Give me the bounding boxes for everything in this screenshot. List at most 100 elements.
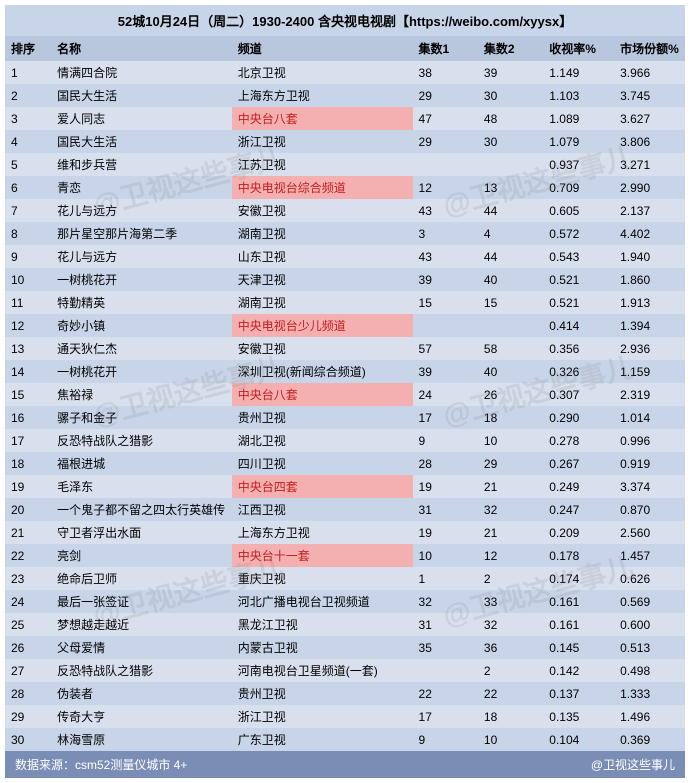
cell-e1: [413, 153, 478, 176]
cell-chan: 山东卫视: [232, 245, 413, 268]
cell-chan: 中央电视台综合频道: [232, 176, 413, 199]
cell-r2: 3.966: [614, 61, 685, 84]
cell-r2: 0.600: [614, 613, 685, 636]
cell-rank: 23: [5, 567, 51, 590]
cell-rank: 26: [5, 636, 51, 659]
cell-chan: 中央台四套: [232, 475, 413, 498]
cell-name: 花儿与远方: [51, 199, 232, 222]
cell-r1: 0.572: [543, 222, 614, 245]
cell-r1: 0.521: [543, 291, 614, 314]
cell-name: 焦裕禄: [51, 383, 232, 406]
cell-rank: 27: [5, 659, 51, 682]
cell-name: 父母爱情: [51, 636, 232, 659]
cell-e2: 18: [478, 406, 543, 429]
cell-r1: 1.149: [543, 61, 614, 84]
cell-e1: 10: [413, 544, 478, 567]
table-row: 19毛泽东中央台四套19210.2493.374: [5, 475, 685, 498]
cell-r1: 0.290: [543, 406, 614, 429]
cell-e1: 35: [413, 636, 478, 659]
cell-e2: 26: [478, 383, 543, 406]
cell-r2: 0.996: [614, 429, 685, 452]
table-row: 26父母爱情内蒙古卫视35360.1450.513: [5, 636, 685, 659]
table-row: 12奇妙小镇中央电视台少儿频道0.4141.394: [5, 314, 685, 337]
table-row: 13通天狄仁杰安徽卫视57580.3562.936: [5, 337, 685, 360]
cell-e1: 24: [413, 383, 478, 406]
cell-e2: 22: [478, 682, 543, 705]
table-row: 14一树桃花开深圳卫视(新闻综合频道)39400.3261.159: [5, 360, 685, 383]
cell-chan: 四川卫视: [232, 452, 413, 475]
cell-r1: 0.247: [543, 498, 614, 521]
cell-e1: 19: [413, 521, 478, 544]
col-share: 市场份额%: [614, 36, 685, 61]
cell-name: 梦想越走越近: [51, 613, 232, 636]
cell-r1: 1.079: [543, 130, 614, 153]
cell-rank: 16: [5, 406, 51, 429]
cell-r2: 1.333: [614, 682, 685, 705]
cell-chan: 湖南卫视: [232, 291, 413, 314]
cell-chan: 安徽卫视: [232, 199, 413, 222]
table-row: 30林海雪原广东卫视9100.1040.369: [5, 728, 685, 751]
cell-name: 一个鬼子都不留之四太行英雄传: [51, 498, 232, 521]
cell-e2: 40: [478, 268, 543, 291]
cell-chan: 中央台八套: [232, 383, 413, 406]
cell-rank: 1: [5, 61, 51, 84]
cell-chan: 中央台八套: [232, 107, 413, 130]
cell-e1: 39: [413, 360, 478, 383]
cell-e1: 17: [413, 705, 478, 728]
cell-chan: 内蒙古卫视: [232, 636, 413, 659]
cell-chan: 黑龙江卫视: [232, 613, 413, 636]
header-row: 排序 名称 频道 集数1 集数2 收视率% 市场份额%: [5, 36, 685, 61]
cell-name: 国民大生活: [51, 84, 232, 107]
cell-chan: 河南电视台卫星频道(一套): [232, 659, 413, 682]
cell-r1: 0.356: [543, 337, 614, 360]
cell-r1: 0.137: [543, 682, 614, 705]
cell-e2: 21: [478, 521, 543, 544]
cell-chan: 上海东方卫视: [232, 84, 413, 107]
cell-e1: 31: [413, 498, 478, 521]
cell-e2: 2: [478, 567, 543, 590]
cell-r2: 3.745: [614, 84, 685, 107]
footer-source: 数据来源：csm52测量仪城市 4+: [15, 756, 187, 773]
table-row: 4国民大生活浙江卫视29301.0793.806: [5, 130, 685, 153]
table-row: 15焦裕禄中央台八套24260.3072.319: [5, 383, 685, 406]
cell-r2: 3.806: [614, 130, 685, 153]
cell-r2: 1.014: [614, 406, 685, 429]
table-row: 23绝命后卫师重庆卫视120.1740.626: [5, 567, 685, 590]
cell-e2: 44: [478, 199, 543, 222]
cell-r2: 1.860: [614, 268, 685, 291]
cell-r2: 2.319: [614, 383, 685, 406]
cell-e2: 30: [478, 130, 543, 153]
cell-r1: 0.709: [543, 176, 614, 199]
footer-credit: @卫视这些事儿: [591, 756, 675, 773]
cell-e2: 33: [478, 590, 543, 613]
cell-name: 情满四合院: [51, 61, 232, 84]
cell-chan: 江苏卫视: [232, 153, 413, 176]
cell-r1: 0.267: [543, 452, 614, 475]
cell-e2: [478, 153, 543, 176]
table-row: 18福根进城四川卫视28290.2670.919: [5, 452, 685, 475]
cell-r2: 0.870: [614, 498, 685, 521]
cell-e2: 29: [478, 452, 543, 475]
cell-r1: 0.135: [543, 705, 614, 728]
cell-r1: 0.937: [543, 153, 614, 176]
cell-r1: 0.161: [543, 613, 614, 636]
col-rating: 收视率%: [543, 36, 614, 61]
cell-e2: 13: [478, 176, 543, 199]
cell-chan: 重庆卫视: [232, 567, 413, 590]
cell-chan: 河北广播电视台卫视频道: [232, 590, 413, 613]
cell-rank: 29: [5, 705, 51, 728]
cell-e1: 1: [413, 567, 478, 590]
table-row: 28伪装者贵州卫视22220.1371.333: [5, 682, 685, 705]
table-row: 7花儿与远方安徽卫视43440.6052.137: [5, 199, 685, 222]
cell-name: 伪装者: [51, 682, 232, 705]
cell-e1: 29: [413, 130, 478, 153]
cell-e2: 18: [478, 705, 543, 728]
table-row: 16骡子和金子贵州卫视17180.2901.014: [5, 406, 685, 429]
cell-r2: 1.159: [614, 360, 685, 383]
cell-rank: 21: [5, 521, 51, 544]
table-row: 24最后一张签证河北广播电视台卫视频道32330.1610.569: [5, 590, 685, 613]
cell-r2: 3.627: [614, 107, 685, 130]
cell-e2: 2: [478, 659, 543, 682]
cell-r1: 0.278: [543, 429, 614, 452]
col-ep2: 集数2: [478, 36, 543, 61]
